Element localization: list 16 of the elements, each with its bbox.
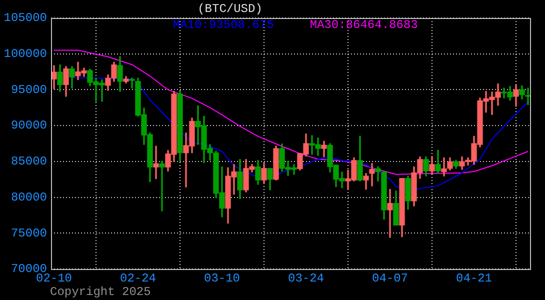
- y-tick-label: 100000: [4, 47, 47, 62]
- y-tick-label: 90000: [10, 118, 47, 133]
- y-tick-label: 80000: [10, 190, 47, 204]
- text: MA10:93508.675: [173, 18, 274, 32]
- y-tick-label: 85000: [10, 154, 47, 169]
- y-tick-label: 105000: [4, 11, 47, 26]
- text: Copyright 2025: [50, 285, 151, 300]
- x-tick-label: 03-24: [288, 271, 324, 286]
- x-tick-label: 04-07: [372, 271, 408, 286]
- text: MA30:86464.8683: [310, 18, 418, 32]
- chart-title: (BTC/USD): [198, 2, 262, 16]
- x-tick-label: 02-24: [120, 271, 156, 286]
- x-tick-label: 03-10: [204, 271, 240, 286]
- y-tick-label: 75000: [10, 226, 47, 240]
- x-tick-label: 04-21: [456, 271, 492, 286]
- y-tick-label: 95000: [10, 82, 47, 97]
